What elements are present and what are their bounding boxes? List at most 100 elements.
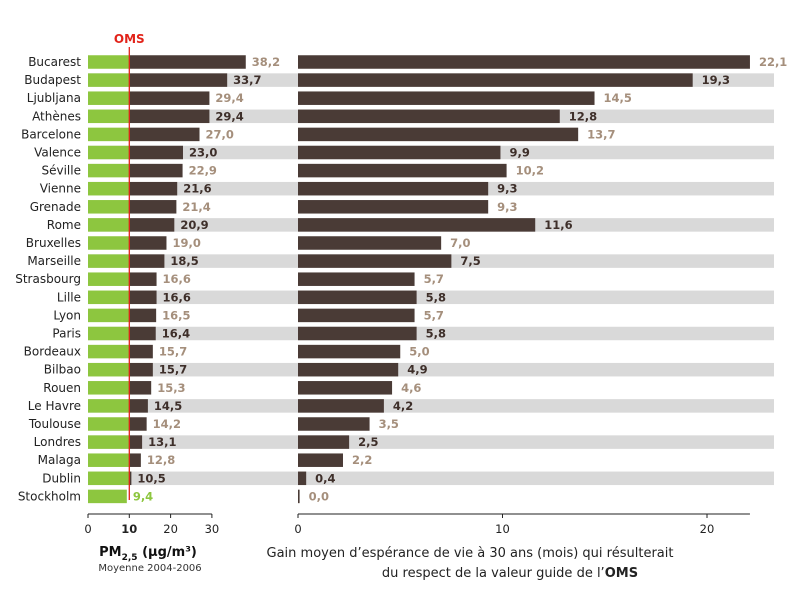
life-gain-bar — [298, 381, 393, 395]
life-gain-value-label: 0,4 — [315, 471, 335, 485]
life-gain-bar — [298, 127, 579, 142]
pm25-value-label: 27,0 — [206, 127, 234, 141]
pm25-value-label: 23,0 — [189, 146, 217, 160]
life-gain-value-label: 5,7 — [424, 308, 444, 322]
life-gain-bar — [298, 290, 417, 305]
pm25-bar-above-guideline — [129, 254, 165, 268]
pm25-value-label: 15,7 — [159, 345, 187, 359]
pm25-value-label: 16,5 — [162, 308, 190, 322]
life-gain-tick-label: 10 — [495, 522, 510, 536]
life-gain-value-label: 19,3 — [702, 73, 730, 87]
life-gain-axis-label-line1: Gain moyen d’espérance de vie à 30 ans (… — [267, 546, 674, 561]
city-label: Marseille — [27, 254, 81, 268]
pm25-bar-above-guideline — [129, 145, 183, 160]
life-gain-bar — [298, 91, 595, 105]
pm25-value-label: 13,1 — [148, 435, 176, 449]
pm25-bar-below-guideline — [88, 344, 130, 359]
life-gain-value-label: 22,1 — [759, 55, 787, 69]
pm25-bar-below-guideline — [88, 163, 130, 178]
pm25-bar-below-guideline — [88, 435, 130, 449]
life-gain-value-label: 9,3 — [497, 182, 517, 196]
pm25-bar-above-guideline — [129, 453, 141, 467]
pm25-value-label: 21,4 — [182, 200, 210, 214]
life-gain-value-label: 12,8 — [569, 109, 597, 123]
city-label: Valence — [34, 146, 81, 160]
pm25-bar-above-guideline — [129, 55, 246, 69]
city-label: Barcelone — [21, 127, 81, 141]
pm25-value-label: 10,5 — [137, 471, 165, 485]
pm25-bar-above-guideline — [129, 109, 210, 124]
life-gain-value-label: 5,0 — [409, 345, 429, 359]
city-label: Grenade — [30, 200, 81, 214]
life-gain-bar — [298, 109, 560, 124]
life-gain-value-label: 2,2 — [352, 453, 372, 467]
city-label: Séville — [42, 164, 82, 178]
city-label: Rome — [47, 218, 81, 232]
life-gain-value-label: 4,6 — [401, 381, 421, 395]
pm25-bar-below-guideline — [88, 91, 130, 105]
city-label: Bordeaux — [24, 345, 81, 359]
city-label: Stockholm — [18, 489, 81, 503]
pm25-tick-label: 10 — [121, 522, 137, 536]
life-gain-bar — [298, 218, 536, 232]
pm25-axis-label: PM2,5 (µg/m³) — [99, 545, 197, 563]
city-label: Londres — [34, 435, 81, 449]
city-label: Rouen — [43, 381, 81, 395]
city-label: Athènes — [32, 109, 81, 123]
life-gain-value-label: 5,7 — [424, 272, 444, 286]
pm25-bar-below-guideline — [88, 236, 130, 250]
life-gain-value-label: 3,5 — [379, 417, 399, 431]
pm25-value-label: 21,6 — [183, 182, 211, 196]
life-gain-bar — [298, 272, 415, 286]
pm25-value-label: 22,9 — [189, 164, 217, 178]
pm25-value-label: 14,5 — [154, 399, 182, 413]
life-gain-value-label: 7,0 — [450, 236, 470, 250]
pm25-bar-below-guideline — [88, 109, 130, 124]
pm25-bar-below-guideline — [88, 453, 130, 467]
pm25-value-label: 12,8 — [147, 453, 175, 467]
life-gain-bar — [298, 145, 501, 160]
pm25-bar-above-guideline — [129, 200, 177, 214]
city-label: Bruxelles — [26, 236, 81, 250]
city-label: Strasbourg — [15, 272, 81, 286]
life-gain-bar — [298, 453, 343, 467]
life-gain-bar — [298, 73, 693, 87]
pm25-bar-above-guideline — [129, 272, 157, 286]
city-label: Budapest — [24, 73, 81, 87]
pm25-bar-above-guideline — [129, 362, 153, 377]
row-stripe — [88, 326, 774, 341]
pm25-tick-label: 0 — [84, 522, 91, 536]
life-gain-tick-label: 20 — [700, 522, 715, 536]
life-gain-value-label: 0,0 — [309, 489, 329, 503]
life-gain-bar — [298, 362, 399, 377]
life-gain-bar — [298, 417, 370, 431]
pm25-bar-below-guideline — [88, 290, 130, 305]
pm25-bar-above-guideline — [129, 290, 157, 305]
pm25-value-label: 38,2 — [252, 55, 280, 69]
pm25-bar-below-guideline — [88, 254, 130, 268]
pm25-value-label: 16,4 — [162, 327, 190, 341]
pm25-value-label: 9,4 — [133, 489, 153, 503]
life-gain-value-label: 7,5 — [460, 254, 480, 268]
row-labels: Bucarest 38,2 22,1 Budapest 33,7 19,3 Ljubljan… — [15, 55, 787, 503]
city-label: Ljubljana — [27, 91, 81, 105]
pm25-bar-above-guideline — [129, 163, 183, 178]
pm25-bar-above-guideline — [129, 326, 156, 341]
life-gain-value-label: 14,5 — [604, 91, 632, 105]
pm25-value-label: 15,3 — [157, 381, 185, 395]
life-gain-axis-label-line2: du respect de la valeur guide de l’OMS — [382, 566, 638, 581]
pm25-bar-above-guideline — [129, 127, 200, 142]
pm25-value-label: 18,5 — [170, 254, 198, 268]
city-label: Le Havre — [28, 399, 81, 413]
pm25-value-label: 15,7 — [159, 363, 187, 377]
pm25-value-label: 33,7 — [233, 73, 261, 87]
pm25-value-label: 20,9 — [180, 218, 208, 232]
life-gain-bar — [298, 308, 415, 323]
pm25-bar-below-guideline — [88, 200, 130, 214]
life-gain-value-label: 9,9 — [509, 146, 529, 160]
pm25-bar-above-guideline — [129, 471, 132, 486]
pm25-bar-above-guideline — [129, 218, 175, 232]
life-gain-value-label: 10,2 — [516, 164, 544, 178]
pm25-bars — [88, 55, 246, 504]
